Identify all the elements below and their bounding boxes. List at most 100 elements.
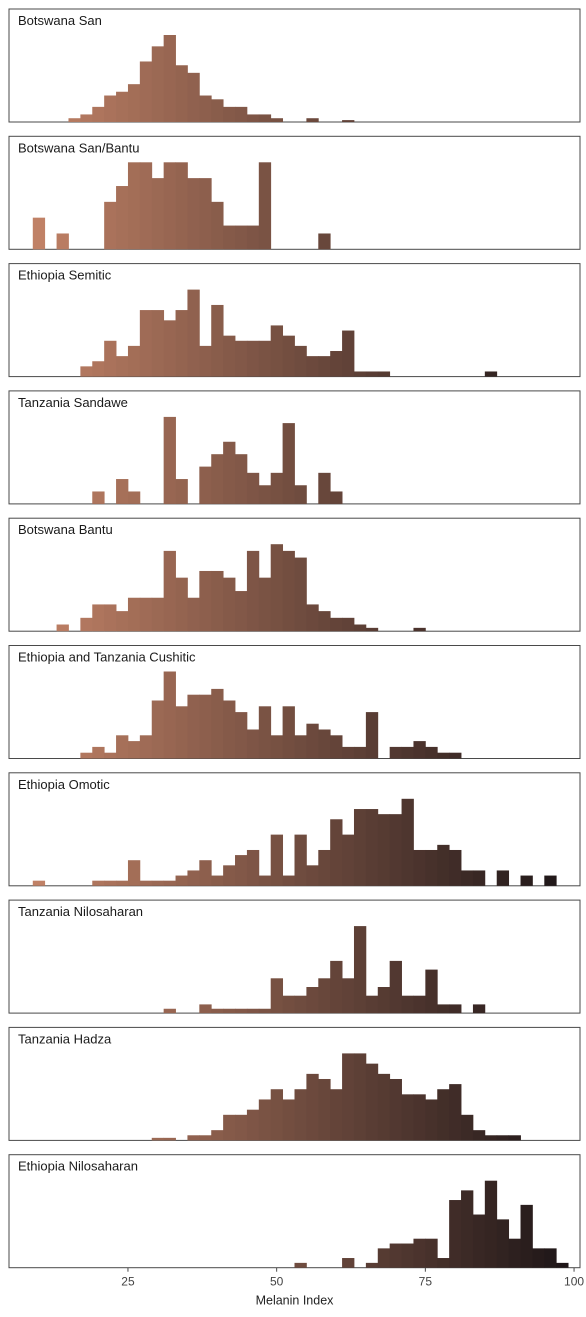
panel-label: Tanzania Sandawe <box>18 395 128 410</box>
histogram-bar <box>128 346 140 377</box>
histogram-bar <box>425 970 437 1014</box>
histogram-bar <box>92 107 104 122</box>
histogram-bar <box>306 1074 318 1141</box>
histogram-bar <box>318 978 330 1013</box>
panel-label: Ethiopia Omotic <box>18 777 110 792</box>
histogram-bar <box>128 741 140 758</box>
histogram-bar <box>318 233 330 249</box>
histogram-bar <box>390 961 402 1013</box>
histogram-bar <box>330 819 342 886</box>
histogram-bar <box>223 865 235 885</box>
histogram-bar <box>366 996 378 1013</box>
histogram-bar <box>366 809 378 886</box>
histogram-bar <box>199 860 211 886</box>
histogram-bar <box>425 1099 437 1140</box>
histogram-bar <box>164 162 176 249</box>
histogram-bar <box>164 881 176 886</box>
histogram-bar <box>164 417 176 504</box>
histogram-bar <box>235 454 247 504</box>
histogram-bar <box>437 1004 449 1013</box>
histogram-bar <box>33 881 45 886</box>
histogram-bar <box>128 860 140 886</box>
histogram-bar <box>306 118 318 122</box>
histogram-bar <box>211 876 223 886</box>
histogram-bar <box>378 371 390 376</box>
histogram-bar <box>259 578 271 632</box>
histogram-bar <box>437 1258 449 1268</box>
histogram-bar <box>247 114 259 122</box>
histogram-bar <box>187 290 199 377</box>
histogram-bar <box>425 747 437 759</box>
histogram-bar <box>295 996 307 1013</box>
histogram-bar <box>259 341 271 377</box>
histogram-bar <box>437 1089 449 1140</box>
histogram-bar <box>342 1258 354 1268</box>
histogram-bar <box>318 356 330 376</box>
histogram-bar <box>509 1135 521 1140</box>
histogram-bar <box>509 1239 521 1268</box>
histogram-bar <box>283 706 295 758</box>
histogram-bar <box>104 202 116 249</box>
histogram-bar <box>449 1084 461 1140</box>
histogram-bar <box>247 850 259 886</box>
histogram-bar <box>283 996 295 1013</box>
histogram-bar <box>461 870 473 885</box>
histogram-panel: Ethiopia Semitic <box>9 264 580 377</box>
panel-label: Botswana Bantu <box>18 522 113 537</box>
histogram-bar <box>247 551 259 631</box>
histogram-bar <box>390 814 402 886</box>
histogram-bar <box>211 1009 223 1013</box>
histogram-bar <box>354 625 366 632</box>
histogram-bar <box>104 341 116 377</box>
histogram-bar <box>199 467 211 504</box>
histogram-bar <box>140 162 152 249</box>
histogram-bar <box>187 73 199 122</box>
histogram-bar <box>223 226 235 250</box>
histogram-bar <box>128 598 140 631</box>
histogram-bar <box>318 1079 330 1140</box>
histogram-bar <box>366 1064 378 1141</box>
histogram-bar <box>80 618 92 631</box>
histogram-bar <box>330 961 342 1013</box>
histogram-bar <box>223 1115 235 1141</box>
histogram-bar <box>235 341 247 377</box>
histogram-panel: Ethiopia Omotic <box>9 773 580 886</box>
histogram-bar <box>402 747 414 759</box>
histogram-bar <box>425 850 437 886</box>
histogram-bar <box>164 1138 176 1141</box>
histogram-bar <box>342 618 354 631</box>
histogram-bar <box>497 870 509 885</box>
histogram-bar <box>283 336 295 377</box>
histogram-bar <box>283 876 295 886</box>
histogram-bar <box>140 735 152 758</box>
histogram-bar <box>556 1263 568 1268</box>
histogram-bar <box>152 701 164 759</box>
histogram-bar <box>283 1099 295 1140</box>
histogram-bar <box>140 310 152 377</box>
histogram-bar <box>164 1009 176 1013</box>
histogram-bar <box>164 551 176 631</box>
histogram-bar <box>104 881 116 886</box>
histogram-bar <box>176 876 188 886</box>
histogram-bar <box>152 46 164 122</box>
histogram-bar <box>223 442 235 504</box>
histogram-bar <box>259 114 271 122</box>
histogram-bar <box>413 628 425 631</box>
panel-label: Tanzania Nilosaharan <box>18 904 143 919</box>
histogram-bar <box>271 118 283 122</box>
histogram-bar <box>235 1009 247 1013</box>
histogram-bar <box>295 835 307 886</box>
histogram-bar <box>80 114 92 122</box>
histogram-bar <box>176 310 188 377</box>
histogram-bar <box>211 202 223 249</box>
histogram-bar <box>199 1135 211 1140</box>
histogram-bar <box>68 118 80 122</box>
histogram-panel: Botswana San <box>9 9 580 122</box>
histogram-bar <box>449 753 461 759</box>
histogram-bar <box>116 356 128 376</box>
histogram-bar <box>164 35 176 122</box>
histogram-bar <box>318 730 330 759</box>
histogram-bar <box>366 371 378 376</box>
histogram-bar <box>449 850 461 886</box>
histogram-panel: Tanzania Hadza <box>9 1027 580 1140</box>
